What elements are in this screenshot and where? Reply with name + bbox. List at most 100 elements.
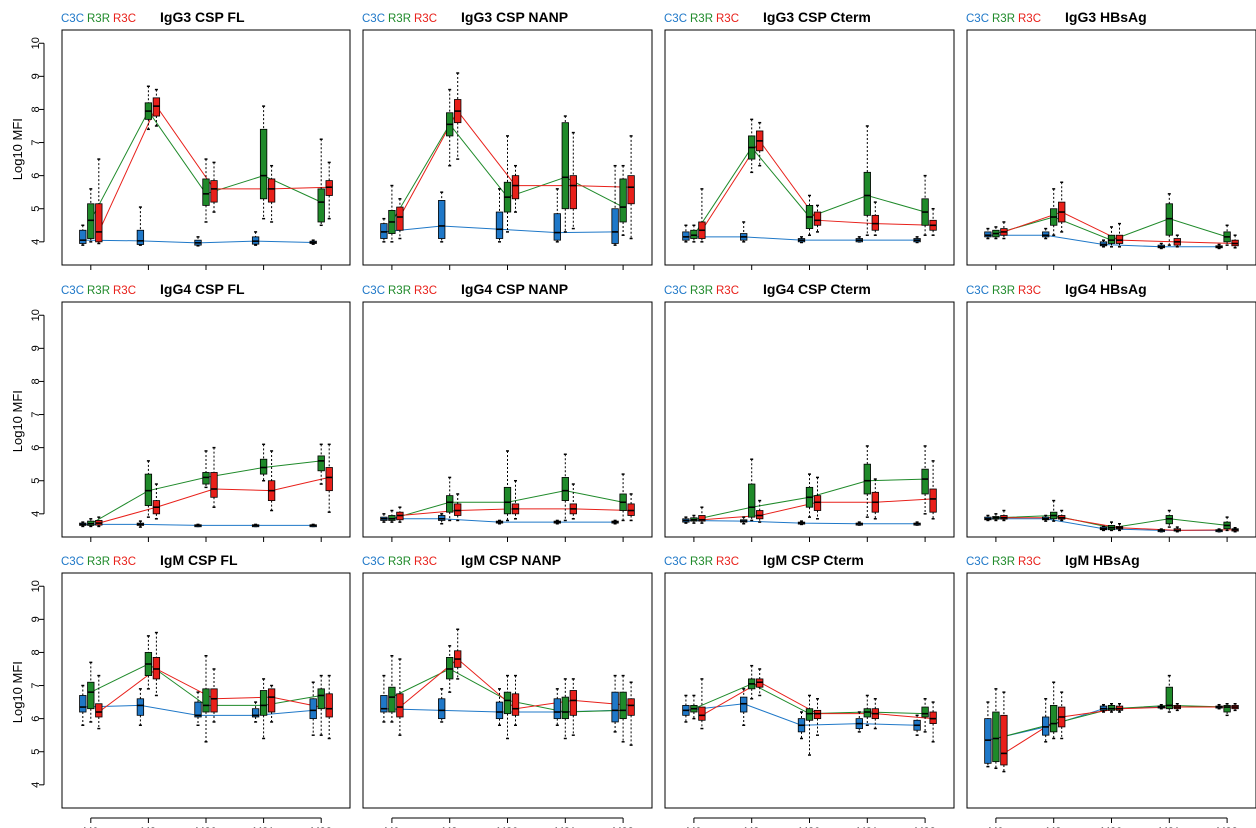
box-r3c bbox=[396, 693, 404, 718]
x-tick-label: M0 bbox=[384, 826, 399, 828]
panel-title: IgM CSP Cterm bbox=[763, 552, 864, 568]
legend-r3r: R3R bbox=[992, 285, 1015, 297]
y-tick-label: 4 bbox=[30, 239, 42, 245]
legend-r3c: R3C bbox=[1018, 556, 1041, 568]
box-c3c bbox=[194, 701, 202, 718]
legend-r3r: R3R bbox=[87, 13, 110, 25]
y-tick-label: 10 bbox=[30, 309, 42, 321]
box-r3r bbox=[690, 229, 698, 239]
panel-frame bbox=[61, 301, 351, 538]
legend-r3c: R3C bbox=[716, 556, 739, 568]
legend-r3r: R3R bbox=[388, 285, 411, 297]
legend-c3c: C3C bbox=[966, 556, 989, 568]
box-r3c bbox=[756, 678, 764, 688]
panel-title: IgG3 HBsAg bbox=[1065, 9, 1147, 25]
box-c3c bbox=[79, 695, 87, 713]
box-r3r bbox=[863, 708, 871, 718]
box-r3c bbox=[627, 175, 635, 205]
box-r3r bbox=[863, 171, 871, 216]
box-r3r bbox=[1107, 704, 1116, 711]
y-axis-label: Log10 MFI bbox=[10, 118, 25, 180]
median-line-r3c bbox=[1003, 706, 1236, 754]
y-tick-label: 5 bbox=[30, 749, 42, 755]
y-tick-label: 6 bbox=[30, 716, 42, 722]
x-tick-label: M3 bbox=[442, 826, 457, 828]
legend-r3r: R3R bbox=[690, 13, 713, 25]
panel-frame bbox=[61, 572, 351, 809]
box-r3r bbox=[1223, 704, 1231, 713]
box-r3r bbox=[1165, 515, 1173, 525]
y-tick-label: 5 bbox=[30, 478, 42, 484]
box-r3c bbox=[267, 688, 276, 713]
legend-r3c: R3C bbox=[113, 13, 136, 25]
box-c3c bbox=[136, 229, 145, 245]
box-c3c bbox=[611, 208, 619, 244]
box-r3c bbox=[396, 206, 404, 231]
panel-4: IgG3 HBsAg C3C R3R R3C bbox=[966, 9, 1256, 270]
x-tick-label: M21 bbox=[1159, 826, 1180, 828]
box-c3c bbox=[984, 231, 992, 238]
box-c3c bbox=[79, 229, 87, 244]
box-r3c bbox=[325, 180, 333, 196]
x-tick-label: M21 bbox=[555, 826, 576, 828]
y-tick-label: 7 bbox=[30, 682, 42, 688]
box-r3r bbox=[202, 472, 210, 485]
panel-title: IgM HBsAg bbox=[1065, 552, 1140, 568]
box-c3c bbox=[495, 211, 504, 239]
y-axis-label: Log10 MFI bbox=[10, 661, 25, 723]
box-r3r bbox=[503, 691, 512, 715]
box-r3c bbox=[698, 515, 706, 522]
legend-r3c: R3C bbox=[716, 285, 739, 297]
legend-r3r: R3R bbox=[388, 556, 411, 568]
box-r3c bbox=[698, 706, 706, 721]
box-r3c bbox=[813, 709, 822, 720]
box-r3c bbox=[627, 503, 635, 516]
box-r3r bbox=[921, 706, 929, 718]
legend-r3c: R3C bbox=[113, 285, 136, 297]
box-c3c bbox=[380, 695, 388, 713]
x-tick-label: M3 bbox=[1046, 826, 1061, 828]
legend-r3c: R3C bbox=[113, 556, 136, 568]
x-tick-label: M21 bbox=[253, 826, 274, 828]
y-tick-label: 7 bbox=[30, 139, 42, 145]
box-c3c bbox=[984, 718, 992, 764]
legend-r3r: R3R bbox=[690, 556, 713, 568]
box-r3r bbox=[921, 468, 929, 495]
panel-title: IgG4 HBsAg bbox=[1065, 281, 1147, 297]
panel-frame bbox=[966, 301, 1256, 538]
box-r3r bbox=[619, 691, 627, 720]
panel-2: IgG3 CSP NANP C3C R3R R3C bbox=[362, 9, 653, 270]
panel-title: IgG3 CSP Cterm bbox=[763, 9, 871, 25]
box-r3r bbox=[446, 495, 454, 513]
legend-r3r: R3R bbox=[992, 13, 1015, 25]
y-axis-label: Log10 MFI bbox=[10, 390, 25, 452]
box-r3r bbox=[388, 515, 396, 521]
box-c3c bbox=[495, 701, 504, 720]
x-tick-label: M20 bbox=[1101, 826, 1122, 828]
box-c3c bbox=[380, 223, 388, 239]
x-tick-label: M3 bbox=[744, 826, 759, 828]
box-r3c bbox=[569, 690, 577, 716]
legend-c3c: C3C bbox=[362, 556, 385, 568]
box-r3r bbox=[561, 477, 569, 501]
x-tick-label: M20 bbox=[195, 826, 216, 828]
panel-frame bbox=[61, 29, 351, 266]
box-r3c bbox=[871, 214, 879, 231]
box-r3c bbox=[210, 180, 218, 203]
panel-title: IgG4 CSP Cterm bbox=[763, 281, 871, 297]
box-r3c bbox=[929, 488, 937, 513]
box-c3c bbox=[611, 691, 619, 723]
panel-title: IgG3 CSP FL bbox=[160, 9, 245, 25]
y-tick-label: 9 bbox=[30, 616, 42, 622]
legend-c3c: C3C bbox=[966, 13, 989, 25]
box-c3c bbox=[740, 696, 748, 713]
legend-c3c: C3C bbox=[61, 556, 84, 568]
box-c3c bbox=[438, 200, 446, 239]
legend-r3c: R3C bbox=[1018, 285, 1041, 297]
x-tick-label: M32 bbox=[914, 826, 935, 828]
legend-c3c: C3C bbox=[664, 556, 687, 568]
box-r3r bbox=[87, 203, 95, 239]
y-tick-label: 9 bbox=[30, 73, 42, 79]
